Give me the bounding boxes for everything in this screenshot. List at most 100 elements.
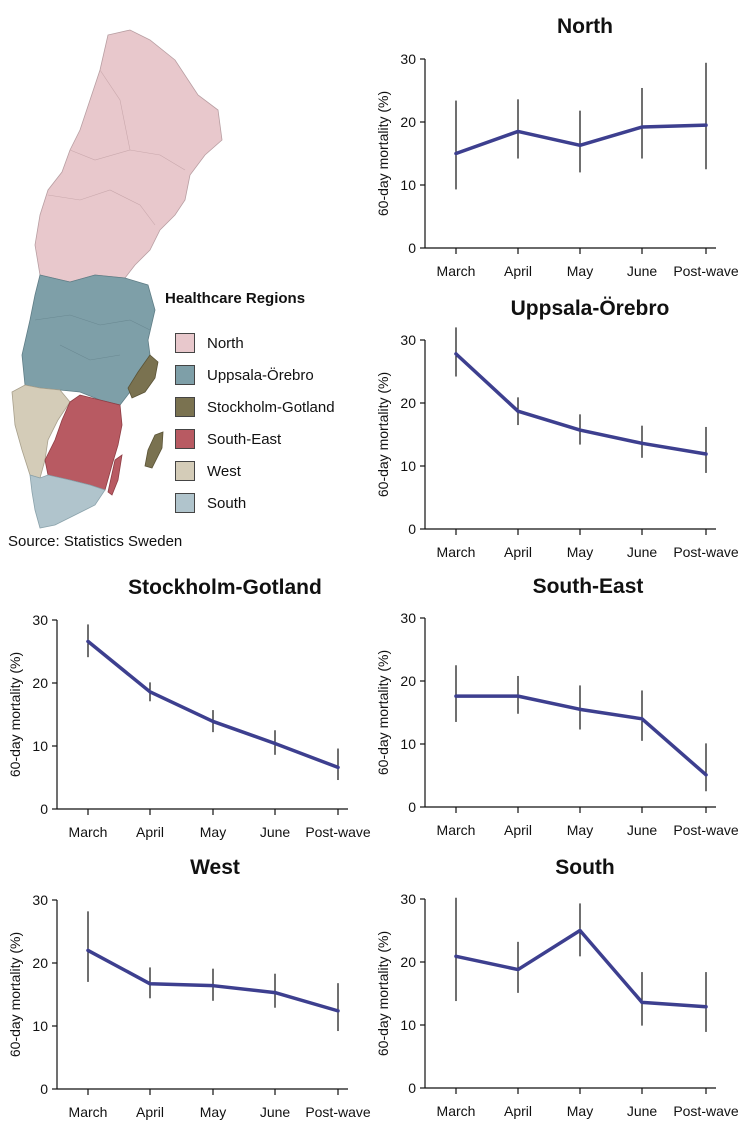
y-tick-label: 20 <box>32 675 48 691</box>
data-point <box>704 773 708 777</box>
x-tick-label: April <box>136 824 164 840</box>
legend-label: Uppsala-Örebro <box>207 366 314 384</box>
x-tick-label: June <box>260 824 291 840</box>
data-point <box>640 125 644 129</box>
chart-panel: South-East 0 10 20 30 60-day mortality (%) Mar… <box>375 575 739 838</box>
x-tick-label: Post-wave <box>305 824 371 840</box>
data-point <box>211 984 215 988</box>
legend-swatch <box>175 429 195 449</box>
y-tick-label: 10 <box>400 177 416 193</box>
x-tick-label: June <box>627 544 658 560</box>
data-point <box>454 151 458 156</box>
x-tick-label: June <box>627 263 658 279</box>
x-tick-label: Post-wave <box>673 263 739 279</box>
data-point <box>704 123 708 127</box>
y-tick-label: 10 <box>400 1017 416 1033</box>
data-point <box>336 765 340 770</box>
y-tick-label: 0 <box>408 799 416 815</box>
legend-item-south-east: South-East <box>165 423 335 455</box>
x-tick-label: May <box>567 1103 593 1119</box>
data-point <box>640 717 644 721</box>
chart-title: Stockholm-Gotland <box>128 576 322 599</box>
x-tick-label: March <box>437 822 476 838</box>
series-line <box>454 352 708 456</box>
map-region-gotland <box>144 431 164 469</box>
data-point <box>516 694 520 698</box>
y-tick-label: 0 <box>408 240 416 256</box>
y-tick-label: 30 <box>32 612 48 628</box>
series-line <box>454 694 708 777</box>
y-tick-label: 10 <box>400 458 416 474</box>
chart-panel: Uppsala-Örebro 0 10 20 30 60-day mortality (%… <box>375 297 739 560</box>
y-axis-label: 60-day mortality (%) <box>375 650 391 775</box>
x-tick-label: June <box>627 1103 658 1119</box>
x-tick-label: April <box>136 1104 164 1120</box>
data-point <box>454 954 458 958</box>
x-tick-label: April <box>504 822 532 838</box>
data-point <box>578 428 582 432</box>
y-tick-label: 0 <box>40 801 48 817</box>
x-tick-label: May <box>200 824 226 840</box>
data-point <box>578 928 582 933</box>
data-point <box>640 441 644 445</box>
data-point <box>640 1000 644 1004</box>
x-tick-label: Post-wave <box>305 1104 371 1120</box>
y-tick-label: 30 <box>400 610 416 626</box>
y-tick-label: 20 <box>400 954 416 970</box>
y-tick-label: 30 <box>400 332 416 348</box>
y-tick-label: 10 <box>32 1018 48 1034</box>
x-tick-label: June <box>627 822 658 838</box>
legend-swatch <box>175 493 195 513</box>
chart-title: South <box>555 856 614 879</box>
x-tick-label: April <box>504 263 532 279</box>
chart-title: South-East <box>533 575 644 598</box>
data-point <box>273 991 277 995</box>
legend-item-north: North <box>165 327 335 359</box>
y-tick-label: 0 <box>408 521 416 537</box>
x-tick-label: June <box>260 1104 291 1120</box>
x-tick-label: April <box>504 1103 532 1119</box>
data-point <box>578 707 582 711</box>
data-point <box>704 1005 708 1009</box>
chart-title: West <box>190 856 240 879</box>
y-tick-label: 20 <box>32 955 48 971</box>
legend-label: Stockholm-Gotland <box>207 398 335 416</box>
y-axis-label: 60-day mortality (%) <box>7 652 23 777</box>
y-tick-label: 10 <box>32 738 48 754</box>
data-point <box>454 352 458 356</box>
x-tick-label: March <box>437 263 476 279</box>
y-tick-label: 20 <box>400 395 416 411</box>
x-tick-label: May <box>567 263 593 279</box>
map-source-note: Source: Statistics Sweden <box>8 533 183 550</box>
y-axis-label: 60-day mortality (%) <box>7 932 23 1057</box>
x-tick-label: April <box>504 544 532 560</box>
legend-swatch <box>175 461 195 481</box>
data-point <box>86 948 90 953</box>
data-point <box>578 143 582 147</box>
legend-label: West <box>207 462 241 480</box>
chart-panel: West 0 10 20 30 60-day mortality (%) March Apri… <box>7 856 371 1120</box>
y-tick-label: 30 <box>400 51 416 67</box>
y-tick-label: 30 <box>400 891 416 907</box>
y-tick-label: 0 <box>408 1080 416 1096</box>
data-point <box>86 639 90 644</box>
y-axis-label: 60-day mortality (%) <box>375 372 391 497</box>
map-region-north <box>34 29 223 283</box>
series-line <box>86 639 340 770</box>
series-line <box>454 928 708 1009</box>
x-tick-label: Post-wave <box>673 1103 739 1119</box>
chart-panel: South 0 10 20 30 60-day mortality (%) March Apr… <box>375 856 739 1119</box>
map-region-uppsala-orebro <box>21 274 156 406</box>
chart-panel: Stockholm-Gotland 0 10 20 30 60-day mortality… <box>7 576 371 840</box>
data-point <box>148 690 152 694</box>
map-legend: Healthcare Regions North Uppsala-Örebro … <box>165 290 335 519</box>
map-region-south <box>29 474 106 529</box>
chart-panel: North 0 10 20 30 60-day mortality (%) March Apr… <box>375 15 739 279</box>
x-tick-label: March <box>437 1103 476 1119</box>
x-tick-label: March <box>69 1104 108 1120</box>
data-point <box>148 982 152 986</box>
chart-title: North <box>557 15 613 38</box>
series-line <box>454 123 708 156</box>
x-tick-label: May <box>200 1104 226 1120</box>
